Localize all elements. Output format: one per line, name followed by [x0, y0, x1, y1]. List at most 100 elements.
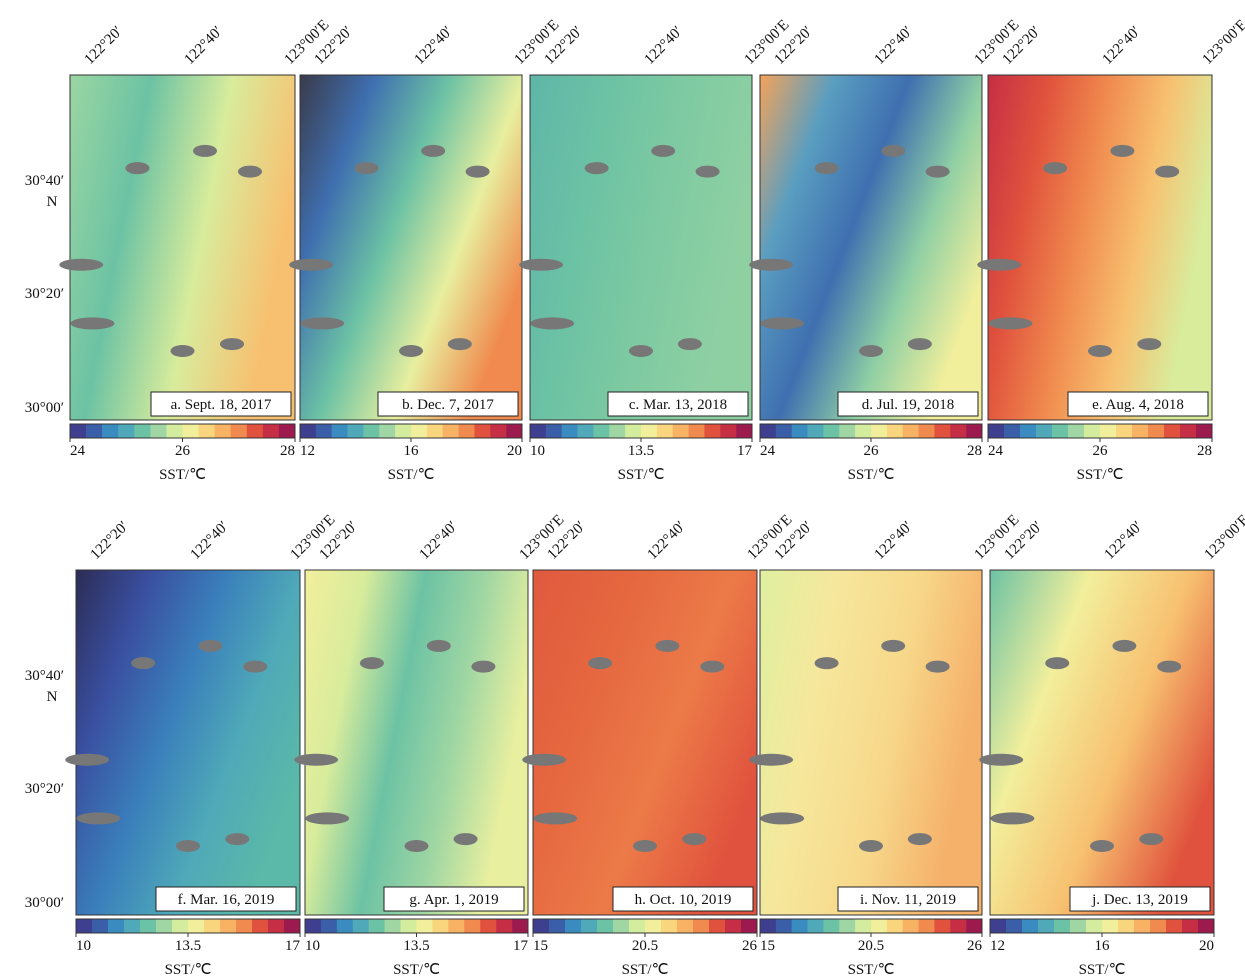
- colorbar-step: [432, 919, 448, 933]
- sst-map: [530, 75, 752, 420]
- colorbar-step: [593, 424, 609, 438]
- colorbar-tick-label: 16: [1095, 938, 1111, 954]
- colorbar-step: [709, 919, 725, 933]
- island: [522, 754, 566, 766]
- panel-label: e. Aug. 4, 2018: [1092, 397, 1184, 413]
- island: [859, 840, 883, 852]
- colorbar-step: [124, 919, 140, 933]
- colorbar-step: [990, 919, 1006, 933]
- colorbar-tick-label: 10: [305, 938, 320, 954]
- colorbar-step: [887, 424, 903, 438]
- lon-tick-label: 122°20′: [82, 23, 126, 67]
- colorbar-step: [490, 424, 506, 438]
- colorbar-step: [86, 424, 102, 438]
- island: [678, 338, 702, 350]
- colorbar-step: [725, 919, 741, 933]
- island: [926, 166, 950, 178]
- colorbar-step: [411, 424, 427, 438]
- island: [355, 162, 379, 174]
- island: [399, 345, 423, 357]
- colorbar-step: [1102, 919, 1118, 933]
- island: [71, 317, 115, 329]
- colorbar-step: [950, 919, 966, 933]
- colorbar-tick-label: 15: [760, 938, 775, 954]
- colorbar-step: [215, 424, 231, 438]
- island: [881, 145, 905, 157]
- colorbar-step: [776, 919, 792, 933]
- colorbar-step: [673, 424, 689, 438]
- colorbar-step: [300, 424, 316, 438]
- island: [471, 661, 495, 673]
- colorbar-step: [231, 424, 247, 438]
- sst-map: [760, 570, 982, 915]
- island: [198, 640, 222, 652]
- colorbar-step: [808, 424, 824, 438]
- lon-tick-label: 122°40′: [417, 518, 461, 562]
- island: [225, 833, 249, 845]
- island: [633, 840, 657, 852]
- colorbar-step: [443, 424, 459, 438]
- colorbar-tick-label: 15: [533, 938, 548, 954]
- colorbar-step: [448, 919, 464, 933]
- colorbar-title: SST/℃: [618, 467, 665, 483]
- colorbar-tick-label: 13.5: [403, 938, 429, 954]
- island: [193, 145, 217, 157]
- island: [421, 145, 445, 157]
- colorbar-step: [1070, 919, 1086, 933]
- island: [881, 640, 905, 652]
- colorbar-step: [70, 424, 86, 438]
- island: [427, 640, 451, 652]
- island: [1112, 640, 1136, 652]
- colorbar-step: [609, 424, 625, 438]
- colorbar-step: [546, 424, 562, 438]
- colorbar-step: [480, 919, 496, 933]
- colorbar-step: [760, 424, 776, 438]
- colorbar-step: [316, 424, 332, 438]
- colorbar-step: [625, 424, 641, 438]
- island: [588, 657, 612, 669]
- island: [926, 661, 950, 673]
- colorbar-step: [1084, 424, 1100, 438]
- colorbar-step: [172, 919, 188, 933]
- colorbar-tick-label: 28: [967, 443, 982, 459]
- island: [859, 345, 883, 357]
- colorbar-step: [236, 919, 252, 933]
- colorbar-step: [1006, 919, 1022, 933]
- colorbar-step: [641, 424, 657, 438]
- colorbar-step: [385, 919, 401, 933]
- colorbar-step: [166, 424, 182, 438]
- colorbar-step: [156, 919, 172, 933]
- colorbar-step: [597, 919, 613, 933]
- colorbar-step: [903, 919, 919, 933]
- lat-hemisphere: N: [47, 194, 58, 210]
- colorbar-tick-label: 26: [864, 443, 880, 459]
- island: [585, 162, 609, 174]
- colorbar-step: [464, 919, 480, 933]
- colorbar-step: [792, 424, 808, 438]
- island: [533, 812, 577, 824]
- colorbar-step: [1180, 424, 1196, 438]
- colorbar-tick-label: 16: [404, 443, 420, 459]
- colorbar-step: [1086, 919, 1102, 933]
- island: [655, 640, 679, 652]
- island: [629, 345, 653, 357]
- colorbar-step: [321, 919, 337, 933]
- island: [749, 754, 793, 766]
- panel-label: j. Dec. 13, 2019: [1091, 892, 1188, 908]
- island: [176, 840, 200, 852]
- island: [1090, 840, 1114, 852]
- island: [700, 661, 724, 673]
- colorbar-step: [284, 919, 300, 933]
- colorbar-tick-label: 12: [300, 443, 315, 459]
- island: [815, 657, 839, 669]
- sst-map: [533, 570, 757, 915]
- colorbar-step: [629, 919, 645, 933]
- colorbar-step: [549, 919, 565, 933]
- island: [76, 812, 120, 824]
- colorbar-step: [1118, 919, 1134, 933]
- colorbar-step: [871, 919, 887, 933]
- island: [405, 840, 429, 852]
- sst-map: [76, 570, 300, 915]
- colorbar-step: [369, 919, 385, 933]
- colorbar-step: [134, 424, 150, 438]
